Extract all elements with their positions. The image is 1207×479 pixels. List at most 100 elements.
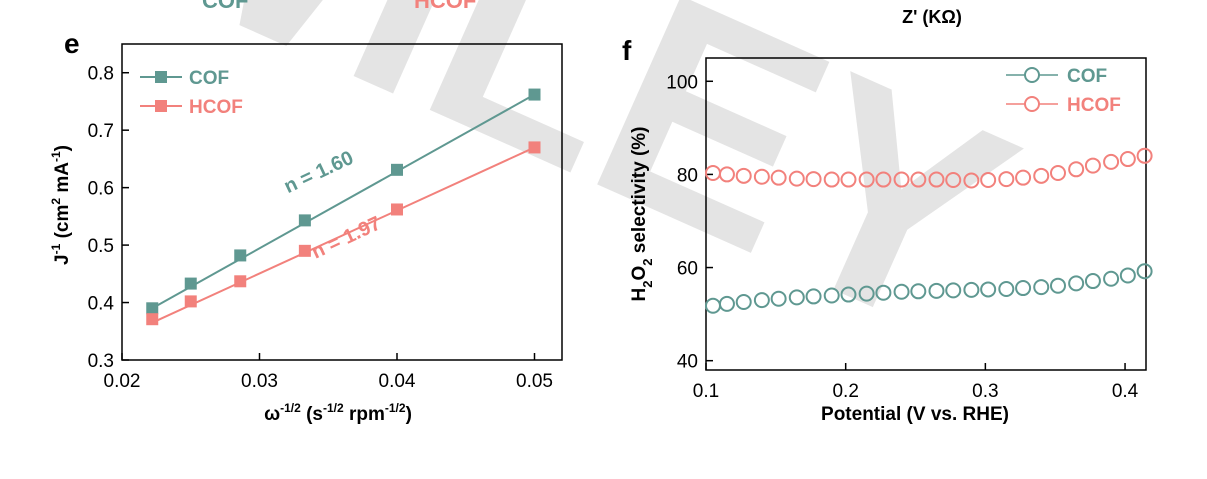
data-point-cof [1119,267,1136,284]
e-y-tick-label: 0.8 [88,64,114,85]
watermark: WILEY [51,0,1055,397]
data-point-hcof [998,171,1015,188]
fit-line-hcof [151,146,535,324]
data-point-cof [858,285,875,302]
data-point-cof [963,281,980,298]
legend-f-cof-label: COF [1067,66,1107,87]
legend-hcof-marker [155,100,167,112]
legend-f: COF HCOF [1006,66,1121,116]
slope-annotation-0: n = 1.60 [281,147,357,198]
e-y-tick-label: 0.3 [88,351,114,372]
data-point-hcof [840,171,857,188]
fragment-hcof-label: HCOF [414,0,476,13]
legend-f-hcof-label: HCOF [1067,95,1121,116]
chart-panel-e: e 0.02 0.03 0.04 0.05 0.3 0.4 0.5 0.6 0.7 0.8 n … [49,28,563,425]
data-point-cof [1033,279,1050,296]
data-point-hcof [528,141,541,154]
data-point-hcof [753,168,770,185]
data-point-cof [1084,273,1101,290]
f-y-tick-label: 80 [677,165,698,186]
data-point-hcof [980,172,997,189]
legend-f-cof-marker [1024,67,1040,83]
data-point-cof [893,283,910,300]
data-point-cof [1068,275,1085,292]
data-point-hcof [234,275,247,288]
f-y-tick-label: 100 [666,72,698,93]
data-point-hcof [298,244,311,257]
data-point-cof [528,88,541,101]
data-point-hcof [910,171,927,188]
f-y-tick-label: 60 [677,259,698,280]
data-point-cof [735,294,752,311]
data-point-cof [391,163,403,176]
data-point-hcof [928,171,945,188]
f-y-tick-label: 40 [677,352,698,373]
e-x-tick-label: 0.05 [516,371,553,392]
data-point-cof [788,289,805,306]
fragment-cof-label: COF [202,0,248,13]
data-point-cof [1050,277,1066,294]
f-x-tick-label: 0.4 [1112,381,1139,402]
data-point-cof [753,292,770,309]
data-point-cof [146,302,159,315]
data-point-cof [840,286,857,303]
data-point-hcof [184,295,197,308]
data-point-cof [234,249,247,262]
data-point-hcof [1119,151,1136,168]
legend-cof-marker [155,71,167,83]
plot-frame-e [121,43,563,361]
data-point-hcof [1033,167,1050,184]
e-y-tick-label: 0.7 [88,121,114,142]
panel-letter-e: e [64,28,80,59]
legend-f-hcof-marker [1024,96,1040,112]
data-point-hcof [858,171,875,188]
data-point-cof [1103,270,1120,287]
y-axis-label-f: H2O2 selectivity (%) [629,127,655,302]
data-point-hcof [945,172,962,189]
data-point-cof [1015,280,1032,297]
e-x-tick-label: 0.02 [104,371,141,392]
e-x-tick-label: 0.04 [379,371,416,392]
e-y-tick-label: 0.4 [88,294,115,315]
chart-panel-f: f 0.1 0.2 0.3 0.4 40 60 80 100 COF HCOF Potent… [622,35,1153,425]
data-point-hcof [823,171,840,188]
f-x-tick-label: 0.3 [972,381,998,402]
data-point-cof [298,214,311,227]
e-y-tick-label: 0.5 [88,236,114,257]
data-point-cof [910,283,927,300]
legend-hcof-label: HCOF [189,97,243,118]
f-x-tick-label: 0.2 [832,381,858,402]
legend-cof-label: COF [189,68,229,89]
data-point-hcof [875,171,892,188]
data-point-hcof [1084,157,1101,174]
data-point-hcof [893,171,910,188]
data-point-cof [875,284,892,301]
data-point-hcof [1068,161,1085,178]
data-point-hcof [1136,147,1153,164]
data-point-cof [184,277,197,290]
slope-annotation-1: n = 1.97 [308,212,384,263]
x-axis-label-f: Potential (V vs. RHE) [821,404,1009,425]
data-point-cof [945,282,962,299]
data-point-hcof [718,166,735,183]
legend-e: COF HCOF [140,68,243,118]
panel-letter-f: f [622,35,632,66]
x-axis-label-e: ω-1/2 (s-1/2 rpm-1/2) [264,401,412,425]
plot-frame-f [705,57,1147,371]
data-point-cof [1136,263,1153,280]
e-y-tick-label: 0.6 [88,179,114,200]
data-point-hcof [1103,153,1120,170]
data-point-cof [718,295,735,312]
data-point-hcof [146,313,159,326]
e-x-tick-label: 0.03 [241,371,278,392]
f-x-tick-label: 0.1 [693,381,719,402]
data-point-hcof [963,172,980,189]
fragment-zprime-axis-label: Z' (KΩ) [902,7,962,27]
data-point-cof [980,281,997,298]
data-point-hcof [788,170,805,187]
fit-line-cof [151,93,535,310]
data-point-hcof [770,169,787,186]
data-point-hcof [391,203,403,216]
data-point-cof [770,290,787,307]
data-point-cof [823,287,840,304]
